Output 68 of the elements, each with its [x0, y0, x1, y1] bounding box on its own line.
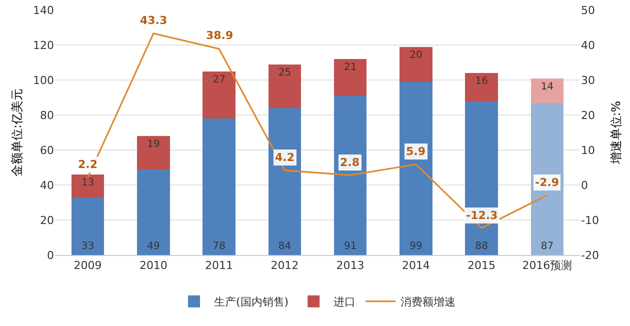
data-label: 5.9	[406, 145, 426, 158]
data-label: 16	[475, 76, 488, 87]
data-label: 38.9	[206, 29, 234, 42]
data-label: 25	[278, 67, 292, 78]
bar	[530, 78, 564, 103]
y-tick-label: 40	[40, 178, 54, 192]
bar	[400, 46, 432, 82]
bar	[268, 108, 302, 255]
data-label: 4.2	[275, 151, 294, 164]
bar	[465, 73, 498, 101]
data-label: 21	[344, 62, 357, 73]
y-tick-label: 120	[33, 38, 54, 52]
bar	[530, 102, 564, 255]
x-tick-label: 2013	[336, 259, 364, 272]
x-tick-label: 2011	[205, 259, 234, 272]
y-tick-label: 100	[33, 74, 54, 87]
y-tick-label: 20	[40, 214, 54, 227]
legend-label: 进口	[334, 296, 356, 309]
data-label: 99	[410, 241, 422, 252]
y2-axis-title: 增速单位:%	[609, 100, 623, 166]
x-tick-label: 2015	[468, 259, 496, 272]
y2-tick-label: 10	[581, 144, 595, 157]
data-label: 27	[212, 74, 226, 86]
data-label: 88	[475, 241, 488, 252]
data-label: 33	[81, 241, 94, 252]
data-label: 43.3	[140, 14, 168, 27]
data-label: -2.9	[535, 176, 560, 189]
data-label: 2.2	[78, 158, 98, 171]
y2-tick-label: 30	[581, 74, 595, 87]
y2-tick-label: -20	[581, 248, 599, 262]
data-label: 87	[540, 241, 554, 252]
bar	[202, 118, 236, 255]
data-label: 14	[540, 81, 554, 92]
legend-label: 生产(国内销售)	[214, 296, 289, 309]
bar	[137, 136, 170, 170]
data-label: 20	[410, 50, 422, 61]
data-label: 84	[278, 241, 292, 252]
x-tick-label: 2014	[402, 259, 430, 272]
bar	[334, 59, 367, 96]
y-axis-title: 金额单位:亿美元	[10, 88, 24, 177]
y2-tick-label: 40	[581, 38, 595, 52]
y2-tick-label: 50	[581, 4, 595, 17]
bar	[334, 96, 367, 255]
y2-tick-label: 20	[581, 108, 595, 122]
data-label: 19	[147, 139, 160, 150]
x-tick-label: 2009	[74, 259, 102, 272]
bar	[400, 82, 432, 255]
bar	[137, 169, 170, 255]
data-label: 13	[81, 178, 94, 188]
data-label: 2.8	[340, 156, 360, 169]
bar	[202, 71, 236, 118]
y-tick-label: 140	[33, 4, 54, 17]
x-tick-label: 2016预测	[522, 259, 572, 272]
bar	[268, 64, 302, 108]
data-label: 78	[212, 241, 226, 252]
y-tick-label: 60	[40, 144, 54, 157]
y-tick-label: 80	[40, 108, 54, 122]
y2-tick-label: 0	[581, 178, 588, 192]
legend-label: 消费额增速	[400, 296, 456, 309]
data-label: 91	[344, 241, 357, 252]
data-label: -12.3	[466, 209, 498, 222]
data-label: 49	[147, 241, 160, 252]
x-tick-label: 2010	[139, 259, 168, 272]
bar	[71, 197, 104, 255]
y2-tick-label: -10	[581, 214, 599, 227]
x-tick-label: 2012	[270, 259, 299, 272]
bar	[71, 174, 104, 198]
y-tick-label: 0	[47, 248, 54, 262]
